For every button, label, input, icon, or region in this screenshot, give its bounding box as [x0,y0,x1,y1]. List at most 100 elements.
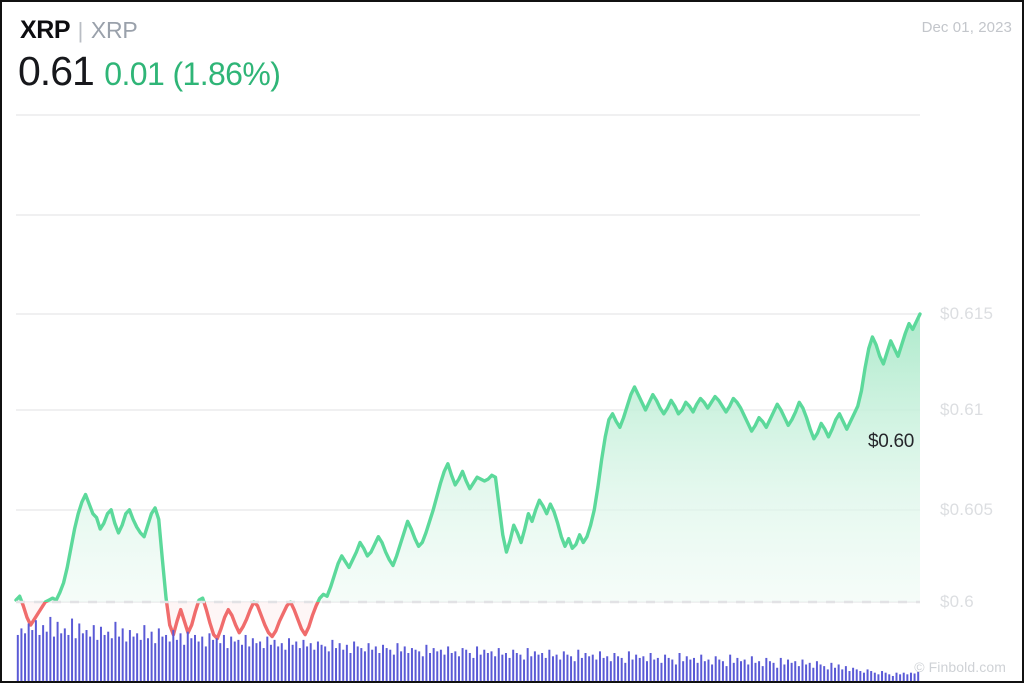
volume-bar [63,628,66,681]
volume-bar [870,671,873,681]
volume-bar [591,654,594,681]
volume-bar [38,634,41,681]
volume-bar [269,644,272,681]
volume-bar [432,648,435,681]
volume-bar [27,623,30,681]
y-tick-label: $0.595 [940,680,1022,681]
chart-header: XRP | XRP 0.61 0.01 (1.86%) Dec 01, 2023 [2,2,1022,102]
volume-bar [736,657,739,681]
volume-bar [342,649,345,681]
volume-bar [866,669,869,681]
y-tick-label: $0.615 [940,304,994,323]
volume-bar [472,657,475,681]
volume-bar [497,648,500,681]
volume-bar [649,653,652,681]
volume-bar [891,675,894,681]
volume-bar [353,641,356,681]
volume-bar [255,643,258,681]
volume-bar [244,634,247,681]
volume-bar [338,643,341,681]
volume-bar [208,633,211,681]
volume-bar [598,651,601,681]
volume-bar [222,634,225,681]
volume-bar [378,653,381,681]
volume-bar [848,671,851,681]
ticker-divider: | [77,18,84,43]
volume-bar [486,653,489,681]
volume-bar [859,671,862,681]
volume-bar [31,630,34,681]
volume-bar [16,634,19,681]
volume-bar [642,656,645,681]
volume-bar [909,672,912,681]
volume-bar [526,648,529,681]
volume-bar [371,649,374,681]
ticker-symbol: XRP [20,16,71,44]
volume-bar [92,625,95,681]
volume-bar [656,657,659,681]
volume-bar [544,657,547,681]
volume-bar [212,639,215,681]
volume-bar [349,653,352,681]
volume-bar [768,661,771,681]
y-tick-label: $0.605 [940,500,994,519]
volume-bar [479,654,482,681]
volume-bar [251,638,254,681]
volume-bar [721,661,724,681]
volume-bar [805,664,808,681]
volume-bar [815,661,818,681]
volume-bar [60,633,63,681]
volume-bar [154,643,157,681]
volume-bar [273,639,276,681]
price-series-layer [14,312,922,641]
volume-bar [515,653,518,681]
volume-bar [320,644,323,681]
volume-bar [454,651,457,681]
volume-bar [280,643,283,681]
price-area-fill-below-baseline [16,602,920,639]
volume-bar [570,656,573,681]
volume-bar [118,636,121,681]
volume-bar [588,656,591,681]
volume-bar [309,643,312,681]
volume-bar [219,643,222,681]
volume-bar [447,646,450,681]
volume-bar [613,653,616,681]
volume-bar [852,667,855,681]
volume-bar [606,656,609,681]
volume-bar [248,646,251,681]
volume-bar [808,662,811,681]
volume-bar [468,653,471,681]
volume-bar [179,633,182,681]
volume-bar [794,661,797,681]
volume-bar [429,653,432,681]
volume-bar [671,659,674,681]
volume-bar [103,634,106,681]
volume-bar [787,659,790,681]
volume-bar [414,649,417,681]
volume-bar [801,659,804,681]
baseline-price-label: $0.60 [868,431,915,452]
volume-bar [356,646,359,681]
volume-bar [136,633,139,681]
volume-bar [812,667,815,681]
volume-bar [504,653,507,681]
volume-bar [45,631,48,681]
volume-bar [407,653,410,681]
volume-bar [201,636,204,681]
volume-bar [700,654,703,681]
volume-bar [494,656,497,681]
volume-bar [779,657,782,681]
volume-bar [277,646,280,681]
volume-bar [367,643,370,681]
volume-bar [483,649,486,681]
volume-bar [678,653,681,681]
volume-bar [696,662,699,681]
volume-bar [110,638,113,681]
volume-bar [418,651,421,681]
volume-bar [551,656,554,681]
volume-bar [693,657,695,681]
volume-bar [150,631,153,681]
volume-bar [190,638,193,681]
volume-bar [259,641,262,681]
